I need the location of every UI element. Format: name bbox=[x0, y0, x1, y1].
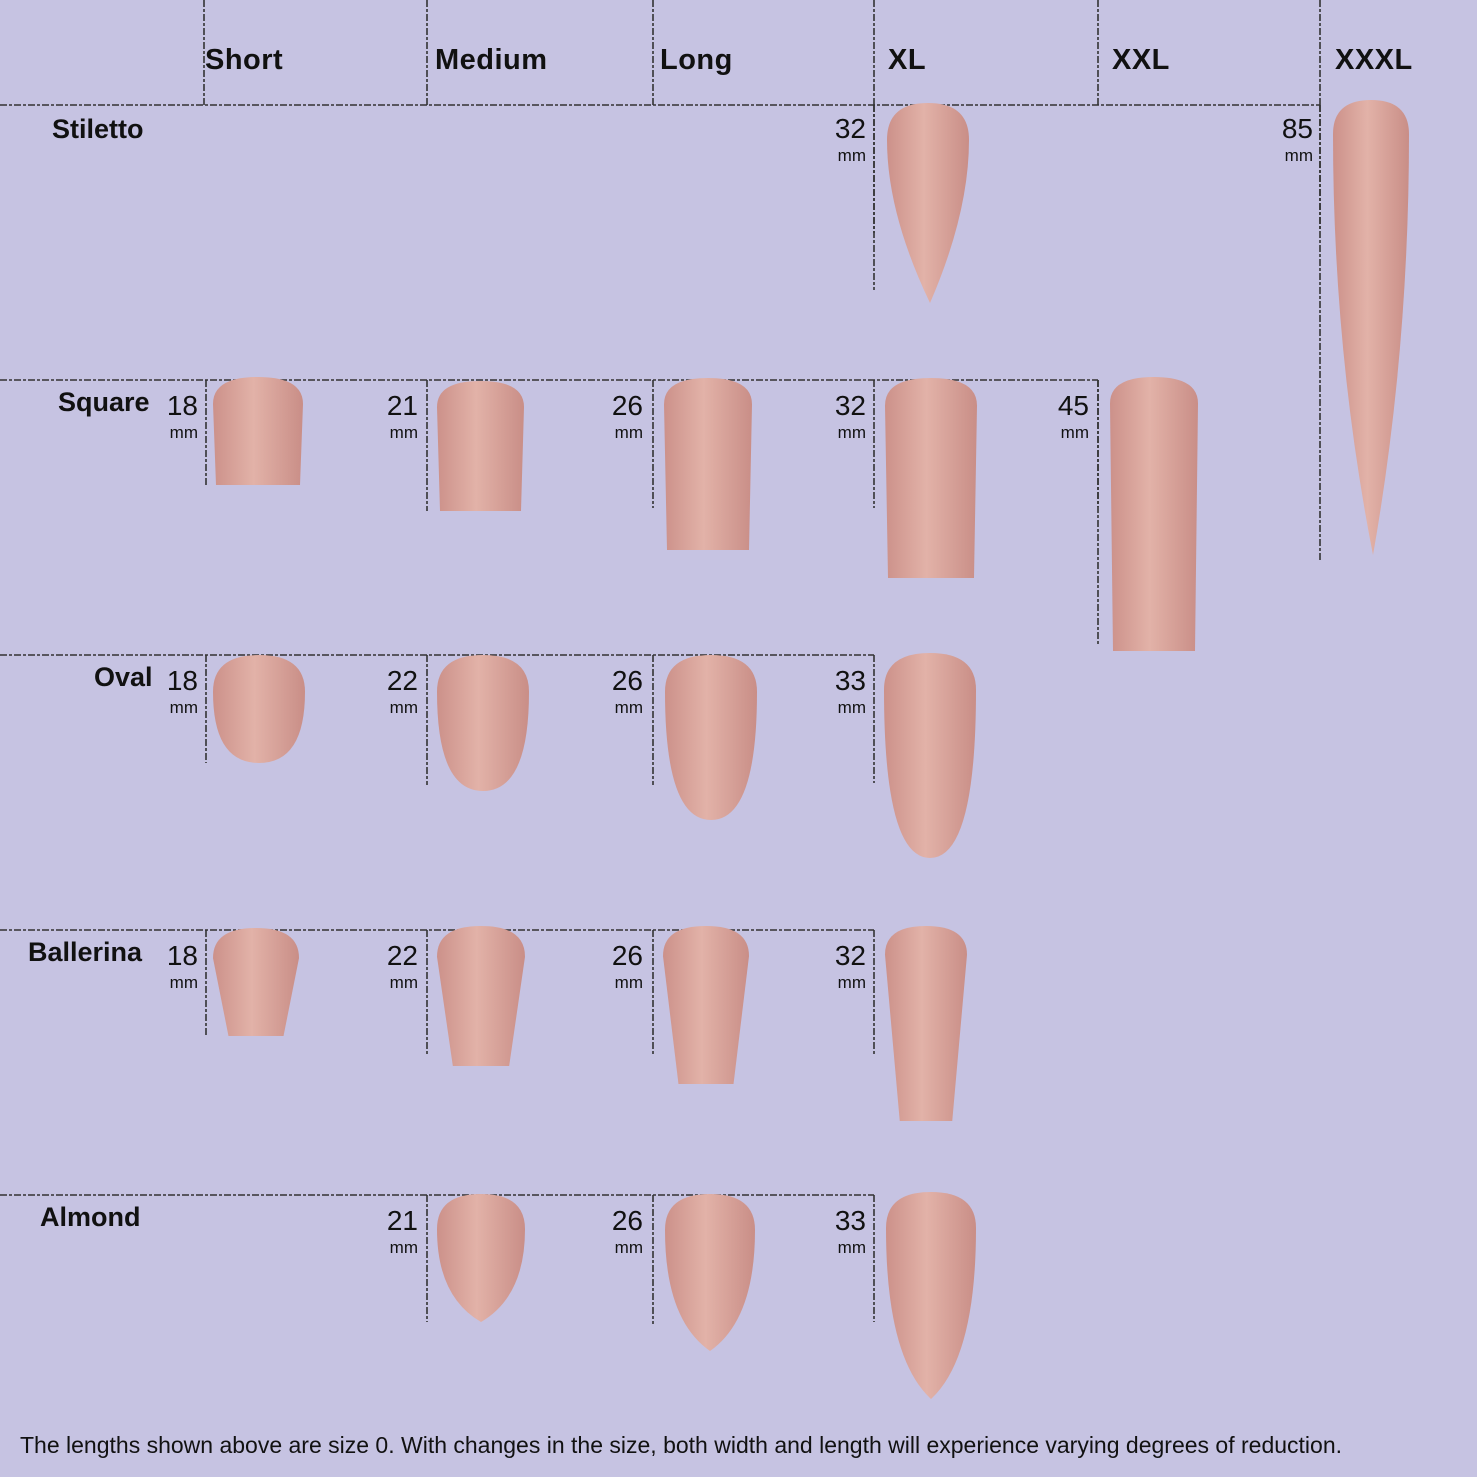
size-value: 32 bbox=[834, 113, 866, 144]
row-label-stiletto: Stiletto bbox=[52, 114, 144, 144]
size-unit: mm bbox=[389, 1238, 418, 1257]
size-value: 26 bbox=[611, 665, 643, 696]
size-value: 22 bbox=[386, 665, 418, 696]
nail-almond-long bbox=[665, 1194, 755, 1351]
column-header-long: Long bbox=[660, 44, 733, 76]
nail-oval-long bbox=[665, 655, 757, 820]
nail-oval-xl bbox=[884, 653, 976, 858]
nail-ballerina-medium bbox=[437, 926, 525, 1066]
nail-square-medium bbox=[437, 381, 524, 511]
nail-stiletto-xxxl bbox=[1333, 100, 1409, 555]
column-header-xxxl: XXXL bbox=[1335, 44, 1413, 76]
size-unit: mm bbox=[614, 973, 643, 992]
size-value: 18 bbox=[166, 390, 198, 421]
size-unit: mm bbox=[169, 698, 198, 717]
row-label-oval: Oval bbox=[94, 662, 153, 692]
size-unit: mm bbox=[1060, 423, 1089, 442]
size-value: 45 bbox=[1057, 390, 1089, 421]
row-label-square: Square bbox=[58, 387, 150, 417]
size-value: 26 bbox=[611, 1205, 643, 1236]
size-unit: mm bbox=[837, 698, 866, 717]
size-value: 26 bbox=[611, 940, 643, 971]
row-label-ballerina: Ballerina bbox=[28, 937, 143, 967]
size-unit: mm bbox=[389, 973, 418, 992]
size-value: 32 bbox=[834, 390, 866, 421]
size-unit: mm bbox=[169, 973, 198, 992]
column-header-xxl: XXL bbox=[1112, 44, 1170, 76]
size-unit: mm bbox=[614, 423, 643, 442]
size-value: 21 bbox=[386, 390, 418, 421]
nail-square-xxl bbox=[1110, 377, 1198, 651]
nail-ballerina-xl bbox=[885, 926, 967, 1121]
size-value: 18 bbox=[166, 665, 198, 696]
size-unit: mm bbox=[389, 698, 418, 717]
size-unit: mm bbox=[837, 973, 866, 992]
footnote: The lengths shown above are size 0. With… bbox=[20, 1432, 1342, 1458]
nail-oval-medium bbox=[437, 655, 529, 791]
nail-ballerina-short bbox=[213, 928, 299, 1036]
nail-square-short bbox=[213, 377, 303, 485]
nail-almond-xl bbox=[886, 1192, 976, 1399]
nail-ballerina-long bbox=[663, 926, 749, 1084]
nail-stiletto-xl bbox=[887, 103, 969, 303]
nail-oval-short bbox=[213, 655, 305, 763]
size-value: 26 bbox=[611, 390, 643, 421]
column-header-short: Short bbox=[205, 44, 284, 76]
size-unit: mm bbox=[614, 1238, 643, 1257]
size-unit: mm bbox=[614, 698, 643, 717]
size-unit: mm bbox=[837, 146, 866, 165]
size-value: 33 bbox=[834, 665, 866, 696]
row-label-almond: Almond bbox=[40, 1202, 141, 1232]
size-value: 18 bbox=[166, 940, 198, 971]
size-unit: mm bbox=[389, 423, 418, 442]
size-value: 22 bbox=[386, 940, 418, 971]
column-header-medium: Medium bbox=[435, 44, 548, 76]
size-unit: mm bbox=[1284, 146, 1313, 165]
nail-almond-medium bbox=[437, 1194, 525, 1322]
size-value: 32 bbox=[834, 940, 866, 971]
size-value: 85 bbox=[1281, 113, 1313, 144]
nail-square-long bbox=[664, 378, 752, 550]
size-value: 33 bbox=[834, 1205, 866, 1236]
size-unit: mm bbox=[837, 423, 866, 442]
size-unit: mm bbox=[169, 423, 198, 442]
nail-square-xl bbox=[885, 378, 977, 578]
size-value: 21 bbox=[386, 1205, 418, 1236]
nail-shapes bbox=[213, 100, 1409, 1399]
grid-lines bbox=[0, 0, 1321, 1324]
column-header-xl: XL bbox=[888, 44, 927, 76]
size-unit: mm bbox=[837, 1238, 866, 1257]
